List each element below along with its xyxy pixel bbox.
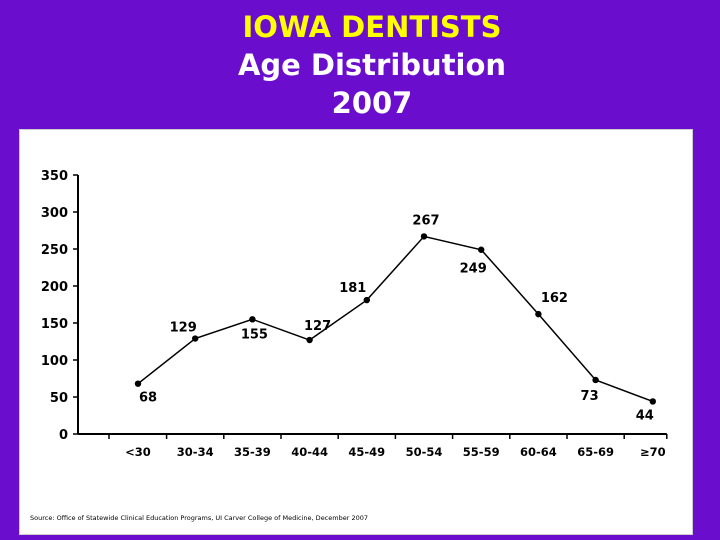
x-tick-label: 40-44 [291, 445, 328, 459]
source-note: Source: Office of Statewide Clinical Edu… [30, 514, 368, 522]
data-label: 127 [304, 319, 331, 334]
x-tick-label: ≥70 [640, 445, 666, 459]
x-tick-label: 65-69 [577, 445, 614, 459]
data-point [134, 380, 142, 387]
y-tick-label: 100 [41, 354, 68, 369]
chart-subtitle: Age Distribution [237, 48, 507, 82]
y-tick-label: 0 [59, 428, 68, 443]
line-chart: 0 50 100 150 200 250 300 350 <30 30-34 35-39 40-44 4… [41, 169, 668, 459]
chart-panel: 0 50 100 150 200 250 300 350 <30 30-34 35-39 40-44 4… [19, 129, 693, 535]
data-label: 44 [636, 408, 654, 423]
data-point [192, 335, 199, 342]
data-point [649, 398, 656, 405]
data-point [535, 310, 542, 318]
data-point [478, 246, 485, 253]
chart-year: 2007 [331, 86, 413, 120]
x-tick-label: 60-64 [520, 445, 557, 459]
data-point [592, 376, 599, 384]
x-tick-label: <30 [125, 445, 151, 459]
title-block: IOWA DENTISTS Age Distribution 2007 [0, 8, 720, 122]
data-label: 73 [581, 389, 599, 404]
series-line [137, 235, 654, 403]
x-tick-label: 30-34 [177, 445, 214, 459]
y-tick-label: 200 [41, 280, 68, 295]
data-label: 162 [541, 291, 568, 306]
data-label: 181 [339, 281, 366, 296]
data-label: 129 [170, 321, 197, 336]
data-point [363, 296, 370, 304]
data-point [420, 233, 428, 240]
x-tick-label: 55-59 [463, 445, 500, 459]
chart-title: IOWA DENTISTS [242, 10, 502, 44]
x-tick-label: 50-54 [406, 445, 443, 459]
data-point [306, 336, 313, 344]
y-tick-label: 350 [41, 169, 68, 184]
y-tick-label: 150 [41, 317, 68, 332]
data-point [249, 316, 256, 323]
data-label: 68 [139, 391, 157, 406]
data-label: 249 [460, 262, 487, 277]
y-tick-label: 250 [41, 243, 68, 258]
data-label: 267 [412, 213, 439, 228]
y-tick-label: 300 [41, 206, 68, 221]
y-tick-label: 50 [50, 391, 68, 406]
x-tick-label: 35-39 [234, 445, 271, 459]
data-label: 155 [241, 327, 268, 342]
x-tick-label: 45-49 [348, 445, 385, 459]
